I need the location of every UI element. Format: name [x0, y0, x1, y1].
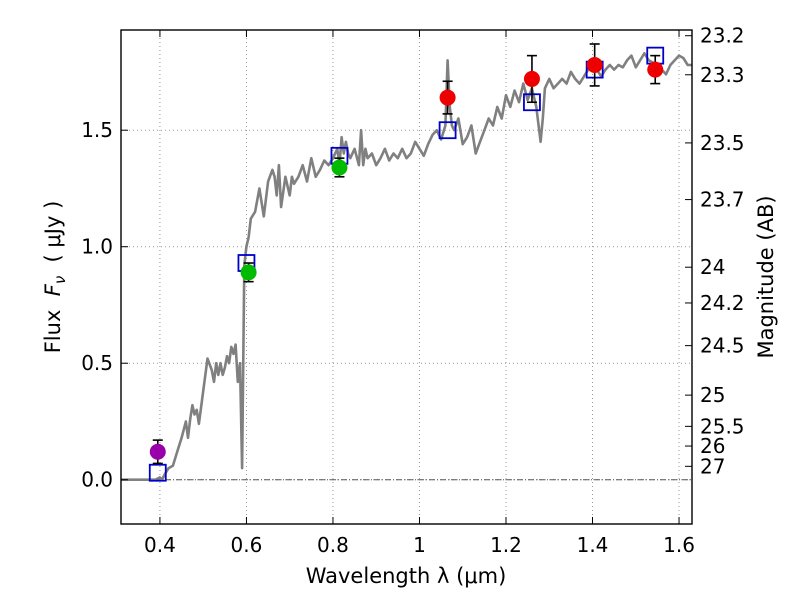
observed-point — [331, 159, 348, 176]
y-tick-label: 0.5 — [81, 351, 113, 375]
observed-point — [647, 61, 664, 78]
y-axis-title-symbol: F — [41, 283, 65, 296]
observed-point — [586, 56, 603, 73]
mag-tick-label: 24.5 — [700, 334, 745, 358]
x-tick-label: 1.6 — [663, 533, 695, 557]
y-axis-title-prefix: Flux — [41, 296, 65, 353]
x-tick-label: 0.6 — [231, 533, 263, 557]
mag-tick-label: 23.3 — [700, 63, 745, 87]
y-axis-title-subscript: ν — [51, 276, 69, 284]
model-photometry-square — [148, 463, 167, 482]
mag-tick-label: 24 — [700, 255, 725, 279]
y-axis-title: Flux Fν ( μJy ) — [41, 201, 69, 354]
observed-point — [149, 443, 166, 460]
y-tick-label: 1.0 — [81, 235, 113, 259]
x-tick-labels: 0.4 0.6 0.8 1 1.2 1.4 1.6 — [144, 533, 695, 557]
mag-tick-label: 23.2 — [700, 24, 745, 48]
mag-tick-label: 25.5 — [700, 414, 745, 438]
observed-point — [523, 70, 540, 87]
model-spectrum-line — [121, 51, 692, 482]
x-tick-label: 0.4 — [144, 533, 176, 557]
y-tick-label: 1.5 — [81, 118, 113, 142]
axis-ticks — [121, 30, 692, 524]
right-axis-title: Magnitude (AB) — [754, 195, 778, 358]
x-tick-label: 0.8 — [317, 533, 349, 557]
mag-tick-label: 25 — [700, 383, 725, 407]
y-tick-labels: 0.0 0.5 1.0 1.5 — [81, 118, 113, 492]
x-tick-label: 1.2 — [490, 533, 522, 557]
x-tick-label: 1 — [413, 533, 426, 557]
observed-photometry — [149, 43, 664, 465]
mag-tick-label: 23.5 — [700, 131, 745, 155]
y-axis-title-suffix: ( μJy ) — [41, 201, 65, 276]
x-tick-label: 1.4 — [577, 533, 609, 557]
observed-point — [240, 264, 257, 281]
y-tick-label: 0.0 — [81, 468, 113, 492]
model-photometry-square — [438, 121, 457, 140]
mag-tick-label: 24.2 — [700, 291, 745, 315]
mag-tick-label: 26 — [700, 434, 725, 458]
mag-tick-label: 27 — [700, 454, 725, 478]
observed-point — [439, 89, 456, 106]
plot-frame — [120, 29, 693, 525]
x-axis-title: Wavelength λ (μm) — [306, 564, 507, 588]
mag-tick-label: 23.7 — [700, 188, 745, 212]
